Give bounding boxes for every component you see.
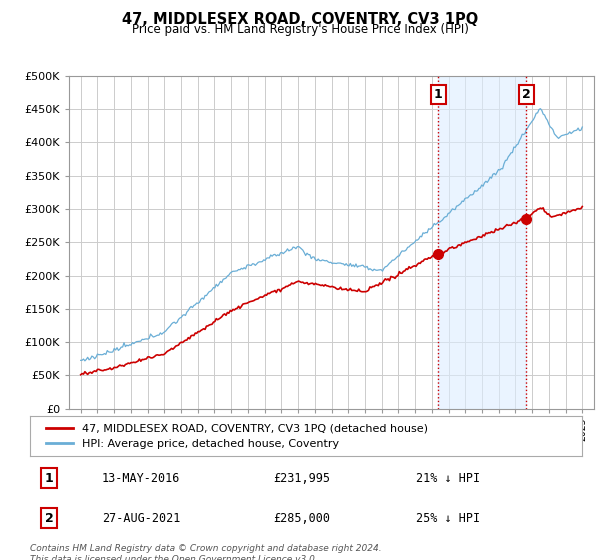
- Text: 13-MAY-2016: 13-MAY-2016: [102, 472, 180, 484]
- Text: 25% ↓ HPI: 25% ↓ HPI: [416, 512, 481, 525]
- Legend: 47, MIDDLESEX ROAD, COVENTRY, CV3 1PQ (detached house), HPI: Average price, deta: 47, MIDDLESEX ROAD, COVENTRY, CV3 1PQ (d…: [41, 419, 433, 454]
- Text: 2: 2: [522, 88, 531, 101]
- Text: 27-AUG-2021: 27-AUG-2021: [102, 512, 180, 525]
- Text: Contains HM Land Registry data © Crown copyright and database right 2024.
This d: Contains HM Land Registry data © Crown c…: [30, 544, 382, 560]
- Text: 1: 1: [45, 472, 53, 484]
- Text: 1: 1: [434, 88, 442, 101]
- Text: 21% ↓ HPI: 21% ↓ HPI: [416, 472, 481, 484]
- Text: 2: 2: [45, 512, 53, 525]
- Bar: [438, 76, 526, 409]
- Text: £285,000: £285,000: [273, 512, 330, 525]
- Text: Price paid vs. HM Land Registry's House Price Index (HPI): Price paid vs. HM Land Registry's House …: [131, 22, 469, 36]
- Text: £231,995: £231,995: [273, 472, 330, 484]
- Text: 47, MIDDLESEX ROAD, COVENTRY, CV3 1PQ: 47, MIDDLESEX ROAD, COVENTRY, CV3 1PQ: [122, 12, 478, 27]
